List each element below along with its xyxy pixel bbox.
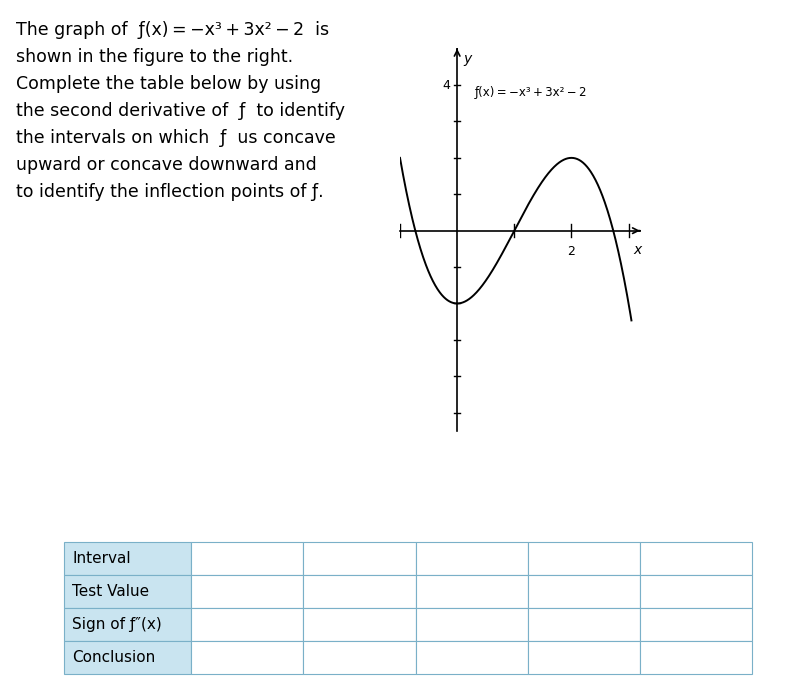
FancyBboxPatch shape xyxy=(528,608,640,641)
Text: Interval: Interval xyxy=(72,551,131,566)
FancyBboxPatch shape xyxy=(415,575,528,608)
FancyBboxPatch shape xyxy=(528,641,640,674)
FancyBboxPatch shape xyxy=(191,608,303,641)
FancyBboxPatch shape xyxy=(640,608,752,641)
Text: y: y xyxy=(463,52,471,66)
Text: Test Value: Test Value xyxy=(72,584,150,599)
FancyBboxPatch shape xyxy=(303,575,415,608)
Text: ƒ(x) = −x³ + 3x² − 2: ƒ(x) = −x³ + 3x² − 2 xyxy=(474,86,586,99)
FancyBboxPatch shape xyxy=(528,542,640,575)
FancyBboxPatch shape xyxy=(64,575,191,608)
FancyBboxPatch shape xyxy=(303,641,415,674)
FancyBboxPatch shape xyxy=(640,575,752,608)
FancyBboxPatch shape xyxy=(303,608,415,641)
FancyBboxPatch shape xyxy=(640,641,752,674)
FancyBboxPatch shape xyxy=(415,641,528,674)
Text: 4: 4 xyxy=(442,79,450,92)
Text: 2: 2 xyxy=(567,245,575,259)
FancyBboxPatch shape xyxy=(64,641,191,674)
FancyBboxPatch shape xyxy=(191,575,303,608)
FancyBboxPatch shape xyxy=(303,542,415,575)
FancyBboxPatch shape xyxy=(640,542,752,575)
Text: Conclusion: Conclusion xyxy=(72,650,155,665)
FancyBboxPatch shape xyxy=(191,641,303,674)
Text: Sign of ƒ″(x): Sign of ƒ″(x) xyxy=(72,617,162,632)
FancyBboxPatch shape xyxy=(64,542,191,575)
FancyBboxPatch shape xyxy=(528,575,640,608)
FancyBboxPatch shape xyxy=(415,608,528,641)
FancyBboxPatch shape xyxy=(415,542,528,575)
FancyBboxPatch shape xyxy=(191,542,303,575)
Text: x: x xyxy=(633,243,642,257)
Text: The graph of  ƒ(x) = −x³ + 3x² − 2  is
shown in the figure to the right.
Complet: The graph of ƒ(x) = −x³ + 3x² − 2 is sho… xyxy=(16,21,345,202)
FancyBboxPatch shape xyxy=(64,608,191,641)
